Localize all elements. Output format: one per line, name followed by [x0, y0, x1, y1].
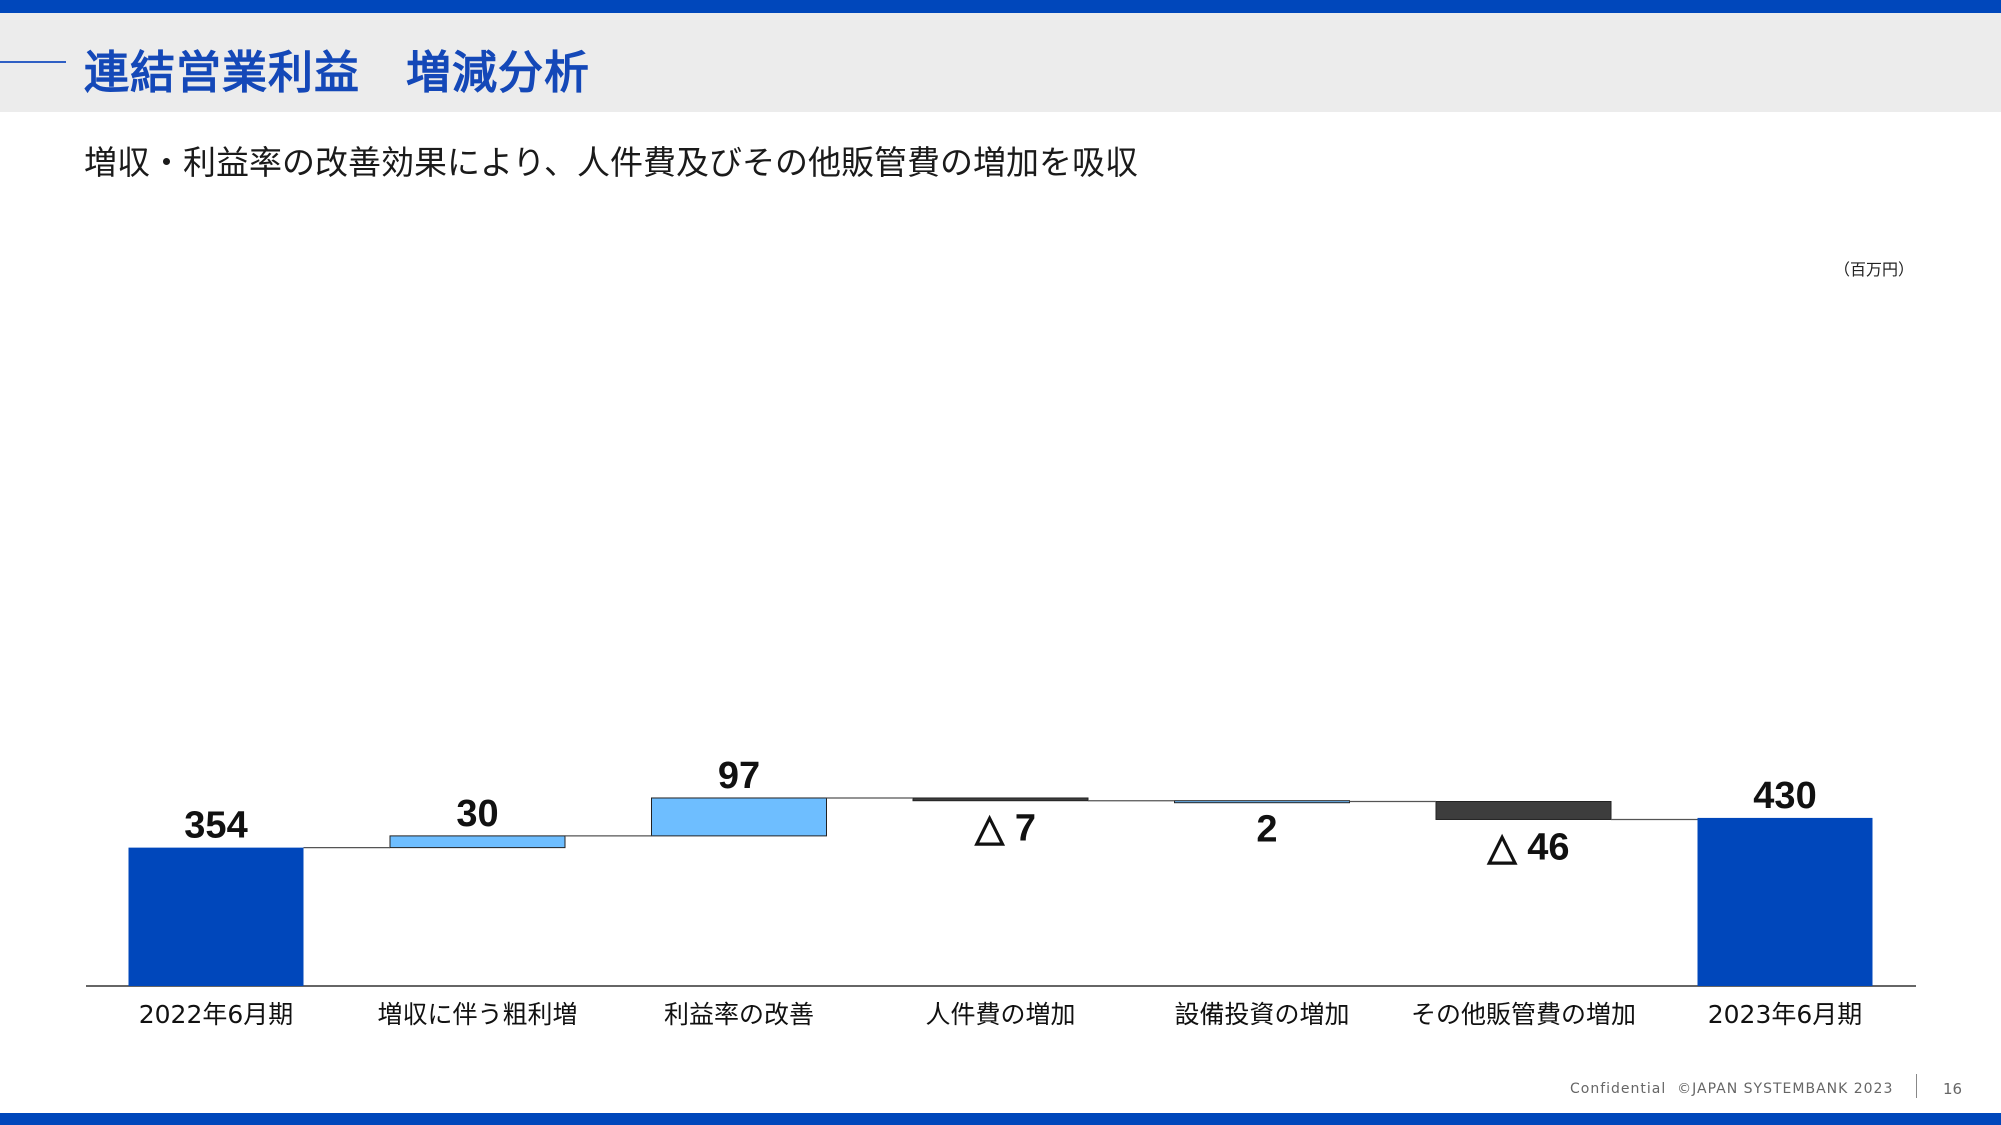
- data-label-1: 354: [184, 805, 247, 847]
- data-label-4: △ 7: [974, 808, 1036, 850]
- category-label-4: 人件費の増加: [925, 1000, 1075, 1029]
- bar-7: [1697, 817, 1873, 986]
- page-title: 連結営業利益 増減分析: [84, 46, 591, 99]
- bar-6: [1435, 800, 1612, 820]
- bottom-accent-band: [0, 1113, 2001, 1125]
- bar-3: [651, 797, 827, 837]
- bar-5: [1174, 800, 1350, 804]
- category-label-1: 2022年6月期: [139, 1000, 294, 1029]
- category-label-7: 2023年6月期: [1708, 1000, 1863, 1029]
- data-label-6: △ 46: [1486, 826, 1569, 868]
- bar-1: [128, 847, 304, 986]
- page-subtitle: 増収・利益率の改善効果により、人件費及びその他販管費の増加を吸収: [84, 143, 1139, 182]
- data-label-5: 2: [1256, 808, 1277, 850]
- data-label-7: 430: [1753, 775, 1816, 817]
- bar-4: [912, 797, 1089, 802]
- footer-separator: [1916, 1074, 1917, 1098]
- category-label-6: その他販管費の増加: [1411, 1000, 1636, 1029]
- category-label-5: 設備投資の増加: [1174, 1000, 1349, 1029]
- data-label-3: 97: [718, 755, 760, 797]
- category-label-3: 利益率の改善: [664, 1000, 814, 1029]
- category-label-2: 増収に伴う粗利増: [377, 1000, 577, 1029]
- bar-2: [389, 835, 566, 849]
- unit-label: （百万円）: [1834, 260, 1915, 279]
- header-bar: [0, 13, 2001, 112]
- header-rule: [0, 61, 66, 63]
- page-number: 16: [1943, 1080, 1963, 1098]
- top-accent-band: [0, 0, 2001, 13]
- data-label-2: 30: [456, 793, 498, 835]
- footer-copyright: Confidential ©JAPAN SYSTEMBANK 2023: [1570, 1081, 1894, 1097]
